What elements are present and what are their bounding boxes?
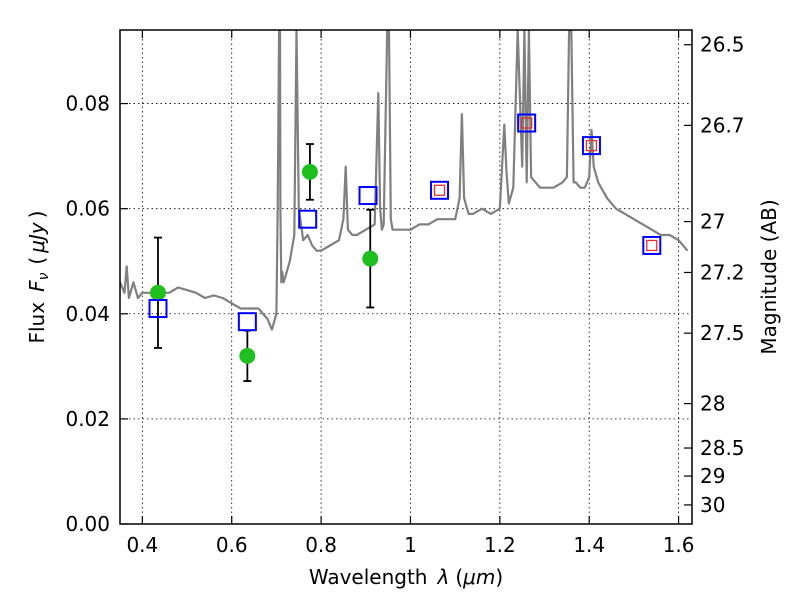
model-point <box>642 235 662 255</box>
y2-axis-ticks: 26.5 26.7 27 27.2 27.5 28 28.5 29 30 <box>684 33 745 517</box>
x-axis-label-unit: μm <box>462 565 495 589</box>
model-point-inner <box>521 117 533 129</box>
y-axis-label-unit: μJy <box>25 221 49 254</box>
y-tick-label: 0.00 <box>65 512 110 536</box>
x-tick-label: 0.6 <box>216 533 248 557</box>
model-point <box>358 186 378 206</box>
model-point-inner <box>585 139 598 152</box>
y2-tick-label: 26.7 <box>700 113 745 137</box>
model-point <box>581 136 601 156</box>
model-point-inner <box>646 239 658 252</box>
observed-points <box>149 163 379 364</box>
y-tick-label: 0.04 <box>65 302 110 326</box>
model-point-inner <box>433 184 446 196</box>
model-point <box>237 312 257 332</box>
x-tick-label: 1.6 <box>663 533 695 557</box>
x-axis-label: Wavelength λ (μm) <box>309 565 503 589</box>
y-axis-label-symbol: F <box>25 280 49 292</box>
y2-tick-label: 26.5 <box>700 33 745 57</box>
model-point <box>298 209 318 229</box>
x-tick-label: 1.4 <box>573 533 605 557</box>
x-tick-label: 0.4 <box>126 533 158 557</box>
y2-tick-label: 28 <box>700 392 725 416</box>
model-point <box>148 299 168 319</box>
x-tick-label: 1 <box>404 533 417 557</box>
y-axis-label: FluxFν(μJy) <box>25 210 52 343</box>
x-axis-label-symbol: λ <box>436 565 449 589</box>
model-points <box>148 113 662 332</box>
model-point <box>517 113 537 133</box>
y2-tick-label: 28.5 <box>700 436 745 460</box>
plot-background <box>120 30 692 524</box>
y-tick-label: 0.08 <box>65 92 110 116</box>
y-axis-label-text: Flux <box>25 302 49 344</box>
observed-point <box>239 347 256 364</box>
y2-axis-label: Magnitude (AB) <box>757 199 781 354</box>
observed-point <box>301 163 318 180</box>
y2-tick-label: 27 <box>700 210 725 234</box>
x-tick-label: 1.2 <box>484 533 516 557</box>
y2-tick-label: 30 <box>700 493 725 517</box>
observed-point <box>149 284 166 301</box>
y-tick-label: 0.06 <box>65 197 110 221</box>
x-tick-label: 0.8 <box>305 533 337 557</box>
spectrum-line <box>120 30 689 331</box>
y2-tick-label: 27.5 <box>700 321 745 345</box>
observed-point <box>362 250 379 267</box>
x-axis-label-text: Wavelength <box>309 565 428 589</box>
y-axis-ticks: 0.00 0.02 0.04 0.06 0.08 <box>65 92 128 536</box>
y2-tick-label: 29 <box>700 464 725 488</box>
x-axis-ticks: 0.4 0.6 0.8 1 1.2 1.4 1.6 <box>126 30 695 557</box>
y2-tick-label: 27.2 <box>700 260 745 284</box>
plot-frame <box>119 29 693 525</box>
y-axis-label-subscript: ν <box>36 272 52 280</box>
model-point <box>430 180 450 200</box>
y-tick-label: 0.02 <box>65 407 110 431</box>
